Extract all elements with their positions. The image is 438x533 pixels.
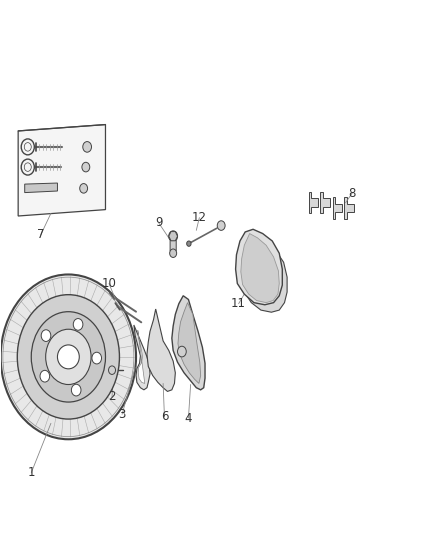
Polygon shape <box>18 125 106 216</box>
Circle shape <box>1 274 136 439</box>
Text: 7: 7 <box>37 228 45 241</box>
Text: 3: 3 <box>118 408 126 421</box>
Polygon shape <box>172 296 205 390</box>
Polygon shape <box>138 330 145 383</box>
Circle shape <box>80 183 88 193</box>
Text: 4: 4 <box>185 411 192 424</box>
Circle shape <box>31 312 106 402</box>
Text: 10: 10 <box>102 277 117 290</box>
Polygon shape <box>344 197 354 219</box>
Polygon shape <box>169 232 177 241</box>
FancyBboxPatch shape <box>63 163 77 172</box>
Circle shape <box>17 295 120 419</box>
Circle shape <box>170 249 177 257</box>
Circle shape <box>177 346 186 357</box>
Text: 6: 6 <box>161 410 168 423</box>
Text: 2: 2 <box>108 390 116 403</box>
Circle shape <box>83 142 92 152</box>
Polygon shape <box>25 183 57 192</box>
Polygon shape <box>178 303 201 383</box>
Circle shape <box>40 370 49 382</box>
Circle shape <box>41 330 51 342</box>
Polygon shape <box>320 192 330 213</box>
FancyBboxPatch shape <box>61 184 74 193</box>
Circle shape <box>46 329 91 384</box>
Polygon shape <box>242 239 287 312</box>
Polygon shape <box>134 325 150 390</box>
Circle shape <box>187 241 191 246</box>
Text: 8: 8 <box>349 187 356 200</box>
Circle shape <box>217 221 225 230</box>
Circle shape <box>169 231 177 241</box>
Text: 1: 1 <box>28 466 35 479</box>
Circle shape <box>71 384 81 396</box>
FancyBboxPatch shape <box>170 240 176 251</box>
Circle shape <box>92 352 102 364</box>
Polygon shape <box>308 192 318 213</box>
Text: 9: 9 <box>155 216 162 229</box>
Text: 12: 12 <box>192 211 207 224</box>
Polygon shape <box>147 309 175 391</box>
FancyBboxPatch shape <box>64 142 79 152</box>
Ellipse shape <box>57 345 79 369</box>
Text: 11: 11 <box>231 297 246 310</box>
Polygon shape <box>332 197 342 219</box>
Polygon shape <box>236 229 283 305</box>
Polygon shape <box>241 233 279 303</box>
Circle shape <box>109 366 116 374</box>
Circle shape <box>73 319 83 330</box>
Circle shape <box>82 163 90 172</box>
